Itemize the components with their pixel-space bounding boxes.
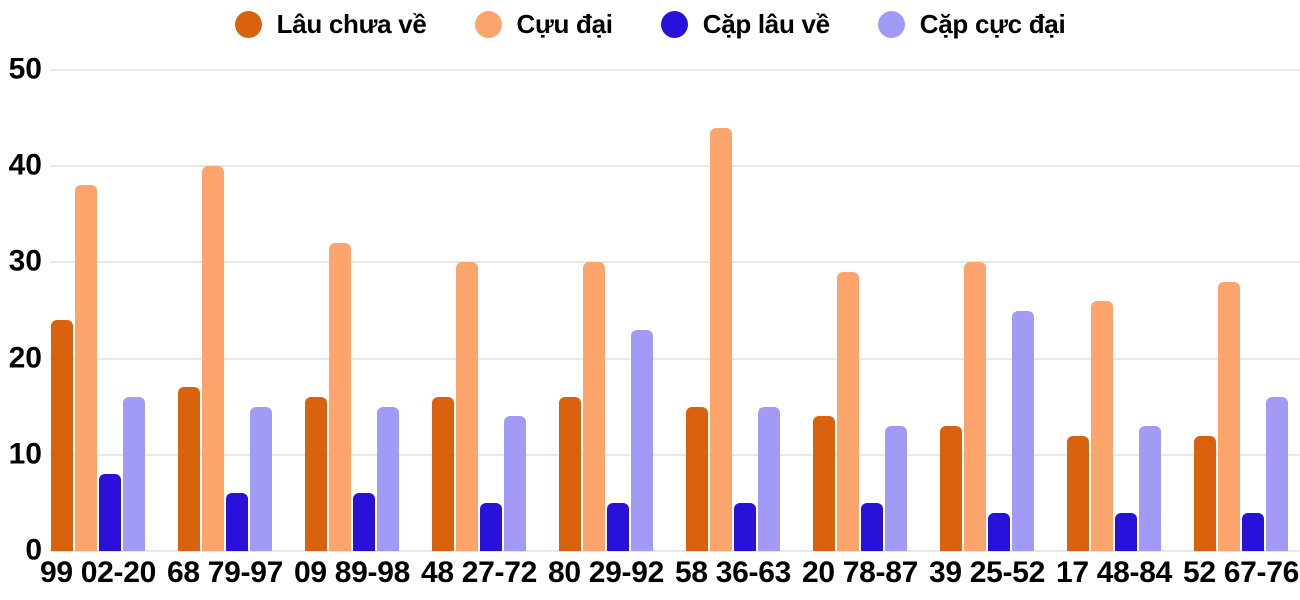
y-axis-tick-label: 10 [8, 437, 42, 471]
bar-cap-lau-ve[interactable] [1115, 512, 1137, 551]
bar-cuu-dai[interactable] [329, 243, 351, 551]
bar-cuu-dai[interactable] [1218, 281, 1240, 551]
bar-cap-lau-ve[interactable] [99, 474, 121, 551]
bar-group-68-79-97 [178, 70, 272, 551]
legend-item-cap-cuc-dai[interactable]: Cặp cực đại [877, 8, 1066, 40]
bar-cap-lau-ve[interactable] [226, 493, 248, 551]
bar-cuu-dai[interactable] [456, 262, 478, 551]
y-axis-tick-label: 40 [8, 148, 42, 182]
bar-cap-cuc-dai[interactable] [377, 406, 399, 551]
legend-color-dot [877, 10, 905, 38]
gridline [50, 165, 1300, 168]
x-axis-tick-label: 58 36-63 [674, 556, 792, 589]
gridline [50, 69, 1300, 71]
bar-cap-cuc-dai[interactable] [123, 397, 145, 551]
bar-cap-lau-ve[interactable] [988, 512, 1010, 551]
y-axis-tick-label: 20 [8, 340, 42, 374]
legend-color-dot [234, 10, 262, 38]
bar-group-17-48-84 [1067, 70, 1161, 551]
bar-cuu-dai[interactable] [964, 262, 986, 551]
x-axis-tick-label: 20 78-87 [801, 556, 919, 589]
bar-cap-lau-ve[interactable] [734, 502, 756, 551]
bar-cap-cuc-dai[interactable] [1266, 397, 1288, 551]
chart-legend: Lâu chưa về Cựu đại Cặp lâu về Cặp cực đại [0, 2, 1300, 46]
bar-cuu-dai[interactable] [1091, 300, 1113, 551]
y-axis: 0 10 20 30 40 50 [0, 0, 42, 600]
legend-label: Cặp lâu về [702, 8, 830, 39]
bar-cap-cuc-dai[interactable] [631, 329, 653, 551]
legend-color-dot [474, 10, 502, 38]
bar-lau-chua-ve[interactable] [686, 406, 708, 551]
bar-cap-lau-ve[interactable] [480, 502, 502, 551]
bar-cap-cuc-dai[interactable] [885, 425, 907, 551]
bar-lau-chua-ve[interactable] [51, 320, 73, 551]
y-axis-tick-label: 50 [8, 52, 42, 86]
bar-lau-chua-ve[interactable] [940, 425, 962, 551]
bar-cuu-dai[interactable] [710, 127, 732, 551]
bar-cap-cuc-dai[interactable] [1012, 310, 1034, 551]
plot-area [50, 69, 1300, 552]
y-axis-tick-label: 30 [8, 244, 42, 278]
bar-lau-chua-ve[interactable] [559, 397, 581, 551]
gridline [50, 261, 1300, 264]
bar-cap-cuc-dai[interactable] [504, 416, 526, 551]
bar-lau-chua-ve[interactable] [432, 397, 454, 551]
gridline [50, 357, 1300, 360]
bar-group-52-67-76 [1194, 70, 1288, 551]
bar-group-39-25-52 [940, 70, 1034, 551]
legend-label: Cựu đại [516, 8, 613, 39]
bar-cap-cuc-dai[interactable] [250, 406, 272, 551]
legend-item-cap-lau-ve[interactable]: Cặp lâu về [660, 8, 830, 40]
y-axis-tick-label: 0 [25, 533, 42, 567]
legend-label: Lâu chưa về [276, 8, 427, 39]
x-axis-tick-label: 52 67-76 [1182, 556, 1300, 589]
bar-cap-lau-ve[interactable] [353, 493, 375, 551]
bar-cuu-dai[interactable] [583, 262, 605, 551]
x-axis-tick-label: 80 29-92 [547, 556, 665, 589]
bar-group-58-36-63 [686, 70, 780, 551]
gridline [50, 453, 1300, 456]
bar-lau-chua-ve[interactable] [813, 416, 835, 551]
x-axis-tick-label: 39 25-52 [928, 556, 1046, 589]
bar-group-80-29-92 [559, 70, 653, 551]
x-axis-tick-label: 99 02-20 [39, 556, 157, 589]
bar-lau-chua-ve[interactable] [1067, 435, 1089, 551]
bar-cap-cuc-dai[interactable] [1139, 425, 1161, 551]
x-axis-tick-label: 48 27-72 [420, 556, 538, 589]
bar-lau-chua-ve[interactable] [1194, 435, 1216, 551]
legend-color-dot [660, 10, 688, 38]
x-axis: 99 02-20 68 79-97 09 89-98 48 27-72 80 29-92… [39, 556, 1300, 589]
bar-cap-lau-ve[interactable] [1242, 512, 1264, 551]
x-axis-tick-label: 09 89-98 [293, 556, 411, 589]
legend-label: Cặp cực đại [919, 8, 1066, 39]
x-axis-tick-label: 68 79-97 [166, 556, 284, 589]
bar-lau-chua-ve[interactable] [178, 387, 200, 551]
bar-cuu-dai[interactable] [202, 166, 224, 551]
gridlines [50, 69, 1300, 552]
bar-lau-chua-ve[interactable] [305, 397, 327, 551]
bar-cap-cuc-dai[interactable] [758, 406, 780, 551]
bar-cuu-dai[interactable] [837, 272, 859, 551]
x-axis-tick-label: 17 48-84 [1055, 556, 1173, 589]
legend-item-lau-chua-ve[interactable]: Lâu chưa về [234, 8, 427, 40]
bar-group-48-27-72 [432, 70, 526, 551]
bar-group-99-02-20 [51, 70, 145, 551]
bar-group-09-89-98 [305, 70, 399, 551]
gridline [50, 550, 1300, 552]
legend-item-cuu-dai[interactable]: Cựu đại [474, 8, 613, 40]
bar-cuu-dai[interactable] [75, 185, 97, 551]
bar-cap-lau-ve[interactable] [607, 502, 629, 551]
bar-groups [50, 70, 1300, 551]
bar-cap-lau-ve[interactable] [861, 502, 883, 551]
bar-group-20-78-87 [813, 70, 907, 551]
